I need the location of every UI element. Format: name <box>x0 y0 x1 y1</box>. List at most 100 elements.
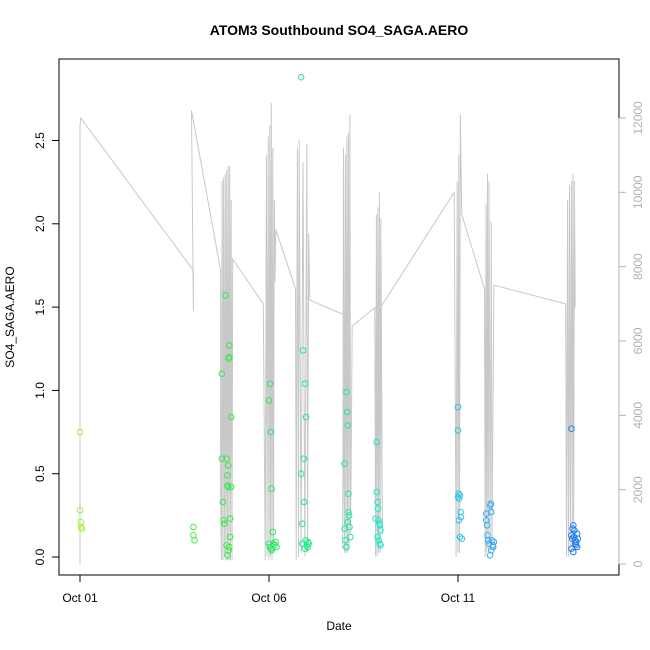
x-axis: Oct 01 Oct 06 Oct 11 <box>62 574 476 605</box>
y-tick-label: 2.5 <box>33 132 47 149</box>
data-point <box>488 508 495 516</box>
data-point <box>343 388 350 396</box>
data-point <box>76 428 84 436</box>
data-point <box>571 540 579 548</box>
data-point <box>568 425 575 433</box>
data-point <box>345 512 353 519</box>
y-tick-label: 1.0 <box>33 382 47 399</box>
y-tick-label: 1.5 <box>33 298 47 315</box>
data-point <box>372 515 379 523</box>
data-point <box>297 73 305 81</box>
data-point <box>376 522 384 529</box>
data-point <box>343 543 350 551</box>
data-point <box>483 522 491 529</box>
data-point <box>305 540 313 548</box>
y-tick-label: 0.5 <box>33 465 47 482</box>
data-point <box>76 507 84 514</box>
data-point <box>568 545 575 553</box>
data-point <box>224 472 231 479</box>
data-point <box>458 535 466 543</box>
data-point <box>573 538 580 546</box>
data-point <box>487 500 495 508</box>
data-point <box>374 533 381 541</box>
data-point <box>221 520 228 528</box>
points-layer <box>76 73 582 559</box>
altitude-line <box>79 103 576 564</box>
data-point <box>341 525 348 533</box>
data-point <box>227 413 235 421</box>
data-point <box>456 492 464 499</box>
data-point <box>299 347 307 354</box>
data-point <box>77 518 85 526</box>
data-point <box>222 292 229 299</box>
data-point <box>301 545 309 553</box>
data-point <box>484 537 492 544</box>
data-point <box>488 547 495 554</box>
data-point <box>226 543 233 551</box>
y-tick-label: 2.0 <box>33 215 47 232</box>
data-point <box>490 538 498 546</box>
y-axis: 0.0 0.5 1.0 1.5 2.0 2.5 <box>33 132 60 565</box>
data-point <box>224 462 232 469</box>
data-point <box>570 548 577 556</box>
data-point <box>223 455 230 463</box>
data-point <box>377 542 384 549</box>
data-point <box>266 380 274 388</box>
y2-tick-label: 4000 <box>631 402 645 429</box>
data-point <box>302 413 310 421</box>
y2-axis: 0 2000 4000 6000 8000 10000 12000 <box>618 101 645 567</box>
data-point <box>457 508 464 516</box>
data-point <box>569 525 576 533</box>
data-point <box>226 533 234 541</box>
data-point <box>273 543 280 551</box>
data-point <box>299 520 306 528</box>
data-point <box>269 528 277 536</box>
chart-title: ATOM3 Southbound SO4_SAGA.AERO <box>210 22 469 38</box>
data-point <box>374 505 382 513</box>
data-point <box>483 517 490 524</box>
y2-tick-label: 0 <box>631 560 645 567</box>
data-point <box>342 537 349 544</box>
data-point <box>347 533 354 541</box>
plot-frame <box>58 58 620 576</box>
data-point <box>218 370 226 378</box>
data-point <box>345 508 352 516</box>
y-axis-label: SO4_SAGA.AERO <box>3 266 17 367</box>
data-point <box>224 483 232 491</box>
data-point <box>268 547 275 554</box>
x-tick-label: Oct 06 <box>251 591 287 605</box>
data-point <box>455 490 463 498</box>
data-point <box>300 498 308 506</box>
data-point <box>265 397 273 404</box>
x-axis-label: Date <box>326 619 352 633</box>
data-point <box>489 543 497 551</box>
data-point <box>268 485 275 493</box>
data-point <box>455 495 463 503</box>
data-point <box>227 483 235 491</box>
data-point <box>226 342 233 349</box>
y2-tick-label: 10000 <box>631 175 645 209</box>
data-point <box>373 438 381 446</box>
data-point <box>573 530 581 538</box>
x-tick-label: Oct 11 <box>441 591 476 605</box>
data-point <box>484 532 491 539</box>
data-point <box>267 428 275 436</box>
data-point <box>226 515 234 523</box>
data-point <box>488 537 496 544</box>
data-point <box>220 517 227 524</box>
data-point <box>345 490 352 498</box>
y2-tick-label: 2000 <box>631 476 645 503</box>
data-point <box>457 513 465 521</box>
data-point <box>344 518 351 526</box>
data-point <box>455 517 463 524</box>
data-point <box>78 525 86 533</box>
data-point <box>573 543 581 551</box>
data-point <box>190 523 197 531</box>
altitude-line-layer <box>79 103 576 564</box>
data-point <box>218 455 226 463</box>
data-point <box>454 427 462 434</box>
data-point <box>344 422 351 429</box>
data-point <box>297 470 305 478</box>
data-point <box>454 493 462 501</box>
